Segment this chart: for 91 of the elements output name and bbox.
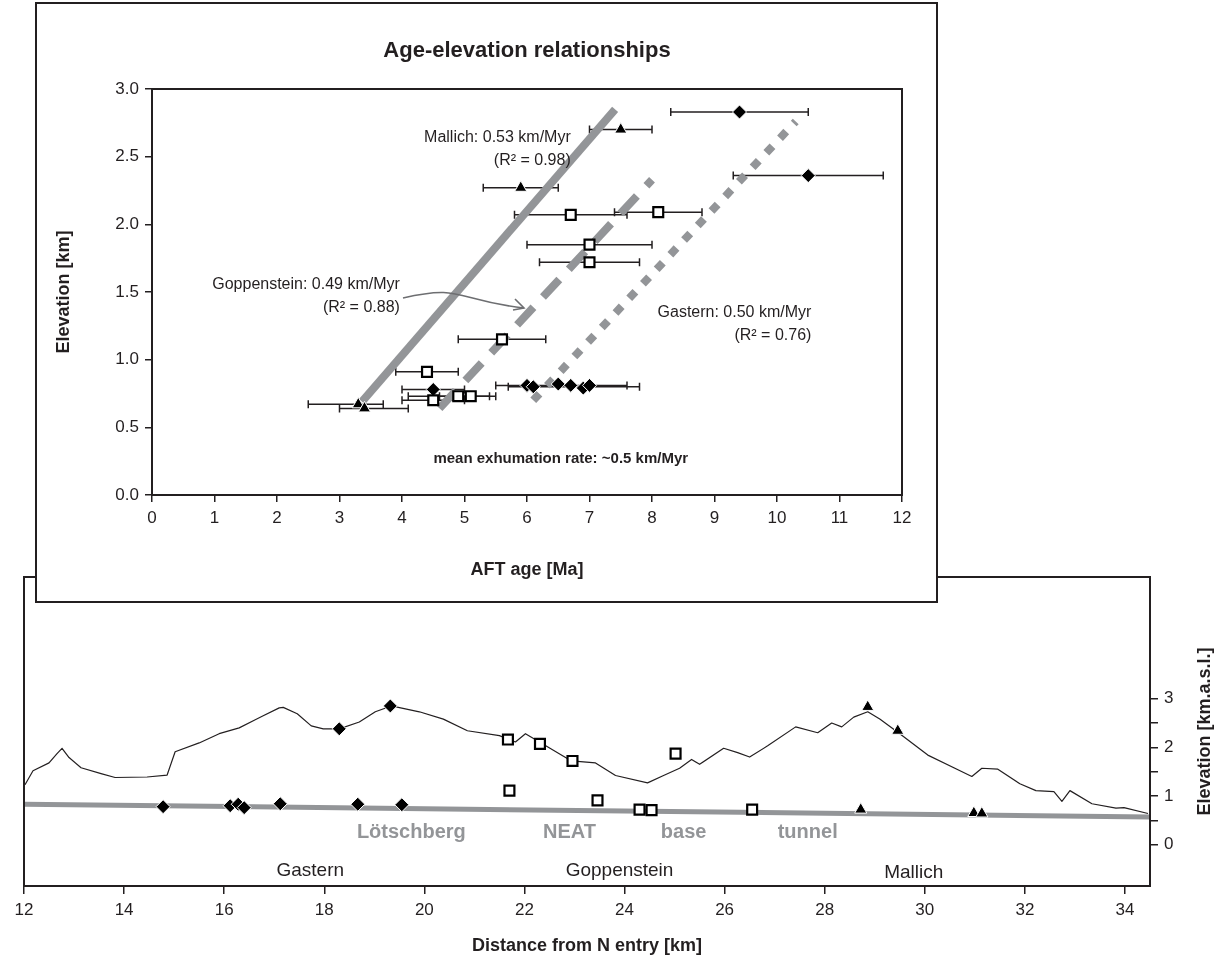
point <box>583 238 596 251</box>
point <box>591 794 604 807</box>
point <box>669 747 682 760</box>
point <box>420 365 434 378</box>
annotation: tunnel <box>777 819 838 842</box>
point <box>382 698 398 714</box>
x-tick-label: 12 <box>892 507 912 527</box>
y-tick-label: 0.0 <box>115 484 139 504</box>
point <box>427 394 440 407</box>
x-tick-label: 5 <box>459 507 470 527</box>
annotation: Goppenstein: 0.49 km/Myr (R² = 0.88) <box>212 274 401 315</box>
annotation: Goppenstein <box>565 858 674 880</box>
annotation: NEAT <box>543 819 596 842</box>
point <box>550 376 566 392</box>
point <box>236 800 252 816</box>
annotation: Gastern <box>276 858 345 880</box>
point <box>564 208 577 221</box>
y-tick-label: 3.0 <box>115 78 139 98</box>
point <box>614 122 628 134</box>
x-tick-label: 11 <box>830 507 849 527</box>
x-tick-label: 8 <box>647 507 657 527</box>
point <box>331 721 347 737</box>
y-tick-label: 2.5 <box>115 146 139 166</box>
y-axis-title: Elevation [km] <box>52 230 73 354</box>
point <box>357 400 372 413</box>
point <box>861 699 875 711</box>
x-tick-label: 6 <box>522 507 532 527</box>
x-axis-title: Distance from N entry [km] <box>471 934 703 955</box>
x-tick-label: 34 <box>1115 899 1135 919</box>
point <box>495 333 509 346</box>
point <box>652 206 665 219</box>
x-tick-label: 7 <box>584 507 595 527</box>
point <box>452 390 465 403</box>
point <box>746 803 759 816</box>
point <box>350 796 366 812</box>
x-tick-label: 4 <box>397 507 407 527</box>
point <box>533 737 547 750</box>
y-tick-label: 1.5 <box>115 281 139 301</box>
point <box>566 754 579 767</box>
point <box>514 180 528 192</box>
point <box>582 377 597 393</box>
point <box>394 797 410 813</box>
point <box>800 168 816 184</box>
x-tick-label: 30 <box>915 899 935 919</box>
point <box>503 784 516 797</box>
annotation: base <box>660 819 707 842</box>
y-tick-label: 0.5 <box>115 417 139 437</box>
x-tick-label: 14 <box>114 899 134 919</box>
x-tick-label: 24 <box>615 899 634 919</box>
x-axis-title: AFT age [Ma] <box>470 558 584 579</box>
x-tick-label: 1 <box>209 507 220 527</box>
x-tick-label: 12 <box>14 899 34 919</box>
point <box>563 377 579 393</box>
x-tick-label: 32 <box>1015 899 1035 919</box>
point <box>525 379 541 395</box>
annotation: Mallich: 0.53 km/Myr (R² = 0.98) <box>424 128 572 169</box>
annotation: Lötschberg <box>356 819 466 842</box>
x-tick-label: 10 <box>767 507 787 527</box>
point <box>891 723 905 735</box>
x-tick-label: 2 <box>272 507 282 527</box>
point <box>272 796 288 812</box>
x-tick-label: 28 <box>815 899 835 919</box>
x-tick-label: 16 <box>214 899 234 919</box>
x-tick-label: 18 <box>314 899 334 919</box>
x-tick-label: 22 <box>514 899 534 919</box>
x-tick-label: 26 <box>715 899 735 919</box>
x-tick-label: 0 <box>147 507 157 527</box>
chart-title: Age-elevation relationships <box>383 37 671 63</box>
point <box>645 804 658 817</box>
point <box>854 802 868 814</box>
point <box>425 381 441 397</box>
point <box>975 805 989 818</box>
x-tick-label: 20 <box>414 899 434 919</box>
y-tick-label: 1 <box>1164 785 1174 805</box>
y-tick-label: 2.0 <box>115 214 139 234</box>
annotation: Gastern: 0.50 km/Myr (R² = 0.76) <box>657 302 813 343</box>
y-axis-title: Elevation [km.a.s.l.] <box>1193 647 1214 816</box>
y-tick-label: 2 <box>1164 737 1174 756</box>
point <box>464 390 477 403</box>
x-tick-label: 3 <box>334 507 345 527</box>
y-tick-label: 1.0 <box>115 349 139 369</box>
annotation: Mallich <box>884 861 944 883</box>
point <box>633 803 646 816</box>
y-tick-label: 0 <box>1164 834 1174 854</box>
point <box>732 104 747 120</box>
x-tick-label: 9 <box>709 507 720 527</box>
point <box>583 256 596 269</box>
point <box>501 733 514 746</box>
annotation: mean exhumation rate: ~0.5 km/Myr <box>433 448 689 466</box>
y-tick-label: 3 <box>1164 688 1174 708</box>
point <box>155 799 171 815</box>
